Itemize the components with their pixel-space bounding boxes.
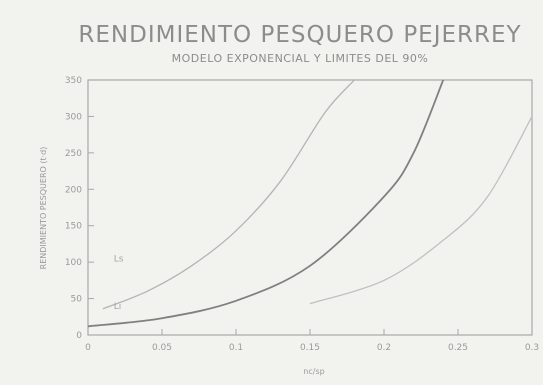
x-axis-label: nc/sp bbox=[303, 367, 324, 376]
y-tick-label: 200 bbox=[65, 185, 82, 195]
series-line-fitted-curve bbox=[88, 80, 445, 328]
chart-title: RENDIMIENTO PESQUERO PEJERREY bbox=[78, 22, 521, 48]
x-tick-label: 0.05 bbox=[152, 343, 172, 353]
x-tick-label: 0.3 bbox=[525, 343, 539, 353]
y-tick-label: 150 bbox=[65, 222, 82, 232]
series-line-upper-limit-curve bbox=[102, 80, 355, 310]
series-line-lower-limit-curve bbox=[309, 116, 532, 305]
y-tick-label: 350 bbox=[65, 76, 82, 86]
y-axis-label: RENDIMIENTO PESQUERO (t·d) bbox=[39, 147, 48, 270]
x-tick-label: 0.15 bbox=[300, 343, 320, 353]
x-tick-label: 0.1 bbox=[229, 343, 243, 353]
plot-area: 0 50 100 150 200 250 300 350 0 0.05 0.1 0.15 0.2 0.25… bbox=[65, 76, 539, 353]
y-tick-label: 300 bbox=[65, 112, 82, 122]
upper-limit-label: Ls bbox=[114, 255, 124, 265]
y-tick-label: 50 bbox=[71, 295, 83, 305]
y-tick-label: 0 bbox=[76, 331, 82, 341]
x-tick-label: 0 bbox=[85, 343, 91, 353]
x-tick-label: 0.25 bbox=[448, 343, 468, 353]
x-tick-label: 0.2 bbox=[377, 343, 391, 353]
plot-frame bbox=[87, 79, 533, 336]
lower-limit-label: Li bbox=[114, 302, 122, 312]
chart-subtitle: MODELO EXPONENCIAL Y LIMITES DEL 90% bbox=[172, 52, 429, 65]
y-tick-label: 100 bbox=[65, 258, 82, 268]
y-tick-label: 250 bbox=[65, 149, 82, 159]
